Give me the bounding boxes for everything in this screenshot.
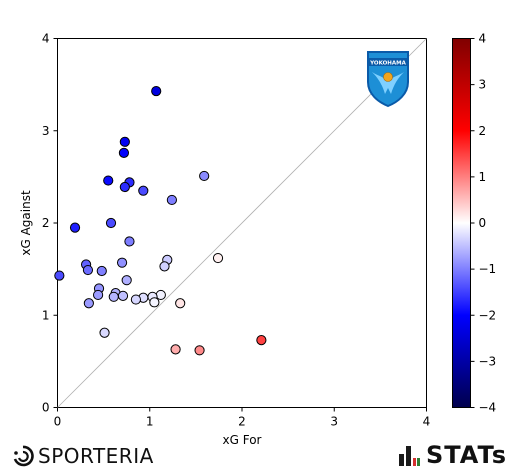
x-axis-label: xG For <box>223 433 262 447</box>
scatter-point <box>151 85 162 97</box>
x-axis-ticks: 0 1 2 3 4 <box>54 407 431 429</box>
scatter-points <box>54 85 267 356</box>
team-crest: YOKOHAMA <box>367 51 409 108</box>
scatter-point <box>138 185 149 196</box>
scatter-point <box>194 345 205 356</box>
colorbar-tick-label: 3 <box>479 78 487 92</box>
scatter-point <box>83 298 94 309</box>
scatter-point <box>159 261 170 272</box>
scatter-point <box>256 335 267 346</box>
scatter-point <box>155 289 166 301</box>
scatter-point <box>82 264 94 276</box>
scatter-point <box>170 344 181 355</box>
scatter-point <box>121 275 132 286</box>
y-tick-label: 3 <box>42 124 50 138</box>
scatter-point <box>108 291 119 302</box>
scatter-point <box>99 327 110 338</box>
scatter-point <box>92 289 104 301</box>
y-tick-label: 2 <box>42 216 50 230</box>
crest-banner <box>369 58 407 66</box>
x-tick-label: 0 <box>54 415 62 429</box>
scatter-point <box>105 217 117 229</box>
x-tick-label: 2 <box>238 415 246 429</box>
scatter-point <box>54 270 65 281</box>
colorbar-ticks: 4 3 2 1 0 −1 −2 −3 −4 <box>470 32 497 415</box>
colorbar-tick-label: 4 <box>479 32 487 46</box>
scatter-point <box>118 147 130 158</box>
scatter-point <box>116 257 128 268</box>
scatter-point <box>199 170 210 182</box>
colorbar <box>452 38 471 408</box>
scatter-point <box>149 297 160 308</box>
colorbar-tick-label: −3 <box>479 354 497 368</box>
scatter-point <box>124 236 135 247</box>
crest-text: YOKOHAMA <box>369 61 406 67</box>
crest-wings <box>372 72 404 94</box>
scatter-point <box>119 181 130 193</box>
y-axis-label: xG Against <box>19 190 33 256</box>
y-tick-label: 1 <box>42 308 50 322</box>
y-tick-label: 4 <box>42 32 50 46</box>
x-tick-label: 3 <box>330 415 338 429</box>
stats-logo: STATs <box>398 441 507 469</box>
y-tick-label: 0 <box>42 401 50 415</box>
scatter-point <box>117 290 129 301</box>
stats-brand-text: STATs <box>426 441 507 469</box>
scatter-point <box>212 252 224 264</box>
x-tick-label: 4 <box>423 415 431 429</box>
scatter-point <box>96 265 107 277</box>
sporteria-brand-text: SPORTERIA <box>38 444 154 468</box>
crest-ball <box>383 72 393 82</box>
colorbar-tick-label: −4 <box>479 401 497 415</box>
scatter-point <box>119 136 130 147</box>
diagonal-reference-line <box>57 38 427 408</box>
scatter-point <box>69 222 81 233</box>
colorbar-tick-label: −1 <box>479 262 497 276</box>
sporteria-logo: SPORTERIA <box>12 444 154 468</box>
stats-bars-icon <box>399 446 420 466</box>
colorbar-tick-label: −2 <box>479 308 497 322</box>
scatter-point <box>175 298 186 309</box>
scatter-point <box>103 175 114 186</box>
sporteria-mark-icon <box>12 445 34 467</box>
colorbar-tick-label: 1 <box>479 170 487 184</box>
colorbar-tick-label: 2 <box>479 124 487 138</box>
y-axis-ticks: 0 1 2 3 4 <box>42 32 58 415</box>
colorbar-tick-label: 0 <box>479 216 487 230</box>
scatter-point <box>130 294 142 305</box>
x-tick-label: 1 <box>146 415 154 429</box>
scatter-point <box>166 194 177 206</box>
